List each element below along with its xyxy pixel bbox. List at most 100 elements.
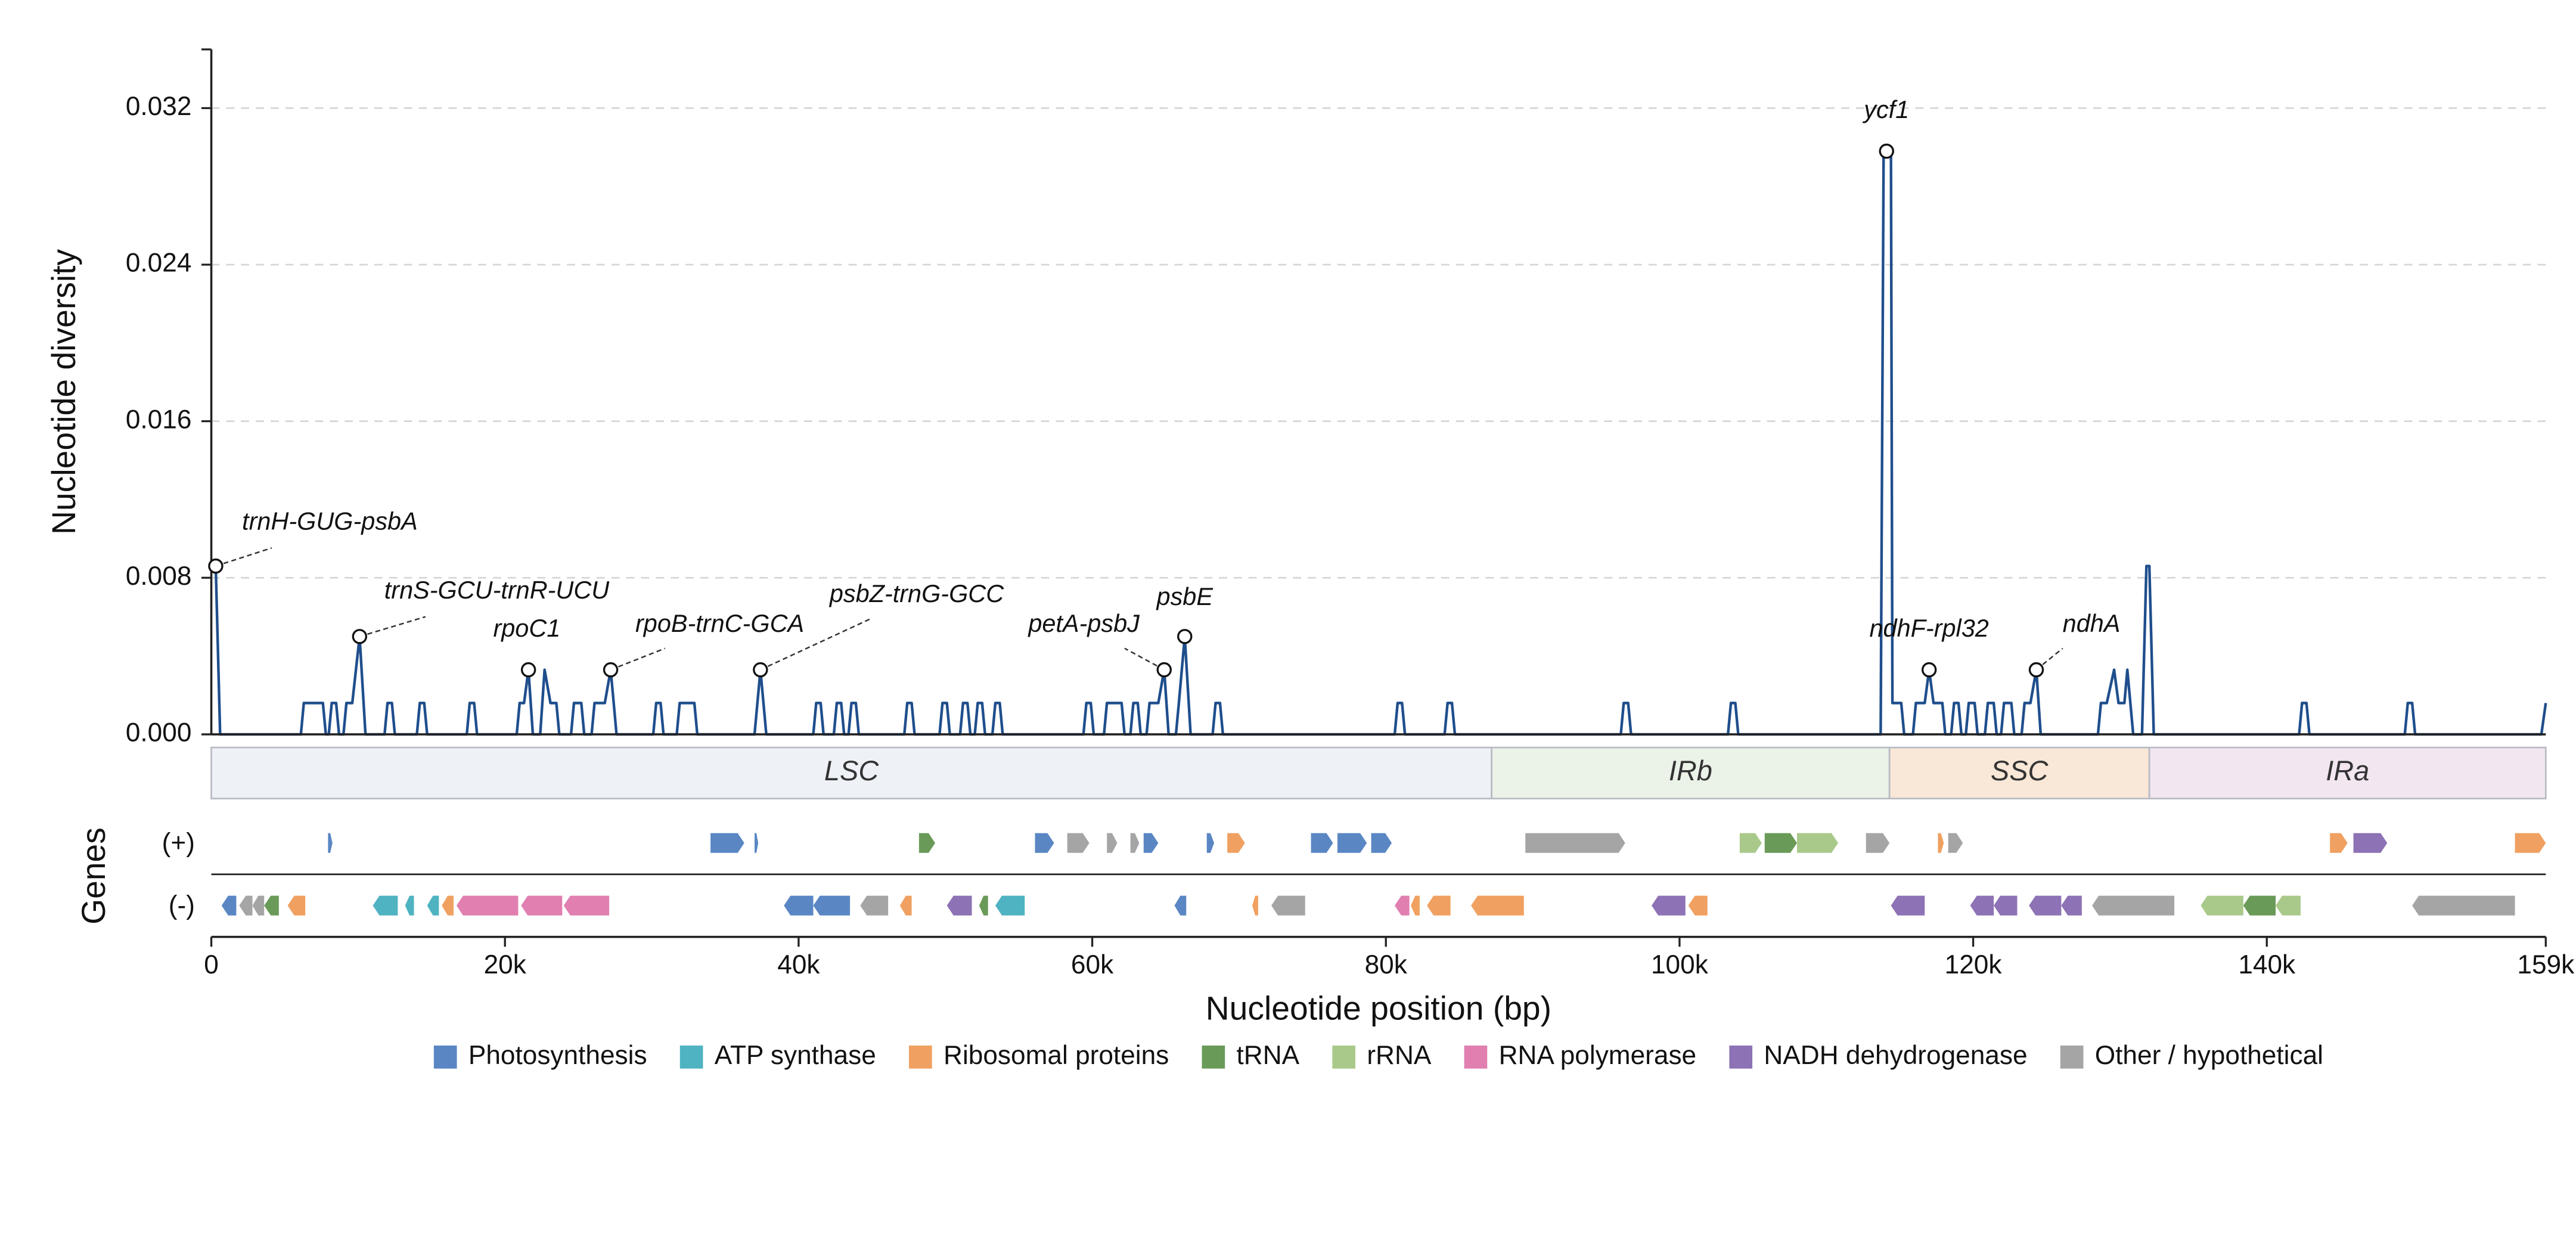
gene	[2515, 833, 2546, 853]
annotation-label: rpoB-trnC-GCA	[635, 609, 804, 637]
region-name: LSC	[824, 755, 879, 786]
gene	[239, 895, 253, 916]
legend-label: NADH dehydrogenase	[1764, 1041, 2027, 1070]
annotation-label: rpoC1	[493, 614, 560, 642]
legend-label: RNA polymerase	[1499, 1041, 1697, 1070]
gene	[2201, 895, 2243, 916]
gene	[1652, 895, 1686, 916]
gene	[710, 833, 744, 853]
gene	[1994, 895, 2018, 916]
x-tick-label: 20k	[484, 950, 527, 979]
y-tick-label: 0.024	[126, 249, 192, 278]
gene	[2276, 895, 2301, 916]
gene	[1471, 895, 1524, 916]
y-tick-label: 0.000	[126, 718, 192, 748]
diversity-line	[211, 150, 2547, 736]
gene	[946, 895, 972, 916]
gene	[754, 833, 759, 853]
legend-swatch	[1332, 1045, 1356, 1069]
gene	[1107, 833, 1118, 853]
gene	[1796, 833, 1838, 853]
gene	[563, 895, 610, 916]
x-tick-label: 0	[204, 950, 219, 979]
x-tick-label: 80k	[1365, 950, 1408, 979]
legend-swatch	[2060, 1045, 2084, 1069]
annotation-leader	[1124, 647, 1165, 671]
region-name: SSC	[1991, 755, 2049, 786]
annotation-marker	[352, 629, 368, 644]
legend-label: tRNA	[1237, 1041, 1300, 1070]
gene	[1411, 895, 1420, 916]
region-name: IRb	[1669, 755, 1712, 786]
gene	[2412, 895, 2515, 916]
annotation-marker	[2028, 662, 2044, 678]
annotation-leader	[760, 618, 871, 671]
legend-swatch	[1729, 1045, 1753, 1069]
gene	[1252, 895, 1258, 916]
legend-label: Photosynthesis	[468, 1041, 647, 1070]
annotation-label: psbE	[1156, 582, 1214, 610]
annotation-label: ndhF-rpl32	[1870, 614, 1989, 642]
gene	[405, 895, 414, 916]
x-tick-label: 140k	[2238, 950, 2296, 979]
legend-swatch	[909, 1045, 932, 1069]
gene	[1206, 833, 1215, 853]
region	[1888, 746, 2150, 800]
region	[2148, 746, 2547, 800]
gene	[1764, 833, 1797, 853]
gene	[784, 895, 814, 916]
annotation-label: psbZ-trnG-GCC	[828, 579, 1004, 607]
gene	[813, 895, 851, 916]
legend-label: rRNA	[1367, 1041, 1432, 1070]
annotation-label: ndhA	[2063, 609, 2121, 637]
gene	[899, 895, 912, 916]
gene	[1395, 895, 1410, 916]
annotation-label: trnH-GUG-psbA	[242, 507, 418, 535]
annotation-label: trnS-GCU-trnR-UCU	[384, 576, 610, 604]
gene	[1130, 833, 1140, 853]
annotation-marker	[1177, 629, 1193, 644]
gene	[1067, 833, 1090, 853]
gene	[328, 833, 333, 853]
x-tick-label: 60k	[1071, 950, 1114, 979]
x-tick-label: 100k	[1651, 950, 1709, 979]
gene	[1866, 833, 1890, 853]
legend-swatch	[1202, 1045, 1225, 1069]
x-tick-label: 40k	[777, 950, 820, 979]
gene	[1938, 833, 1944, 853]
gene	[521, 895, 563, 916]
gene	[1227, 833, 1245, 853]
gene	[252, 895, 265, 916]
gene	[1891, 895, 1925, 916]
gene	[427, 895, 439, 916]
region-name: IRa	[2326, 755, 2369, 786]
legend-swatch	[679, 1045, 703, 1069]
gene	[456, 895, 519, 916]
annotation-leader	[215, 547, 272, 567]
legend-label: Ribosomal proteins	[944, 1041, 1169, 1070]
legend-label: Other / hypothetical	[2095, 1041, 2323, 1070]
gene	[979, 895, 988, 916]
gene	[1688, 895, 1708, 916]
annotation-marker	[603, 662, 619, 678]
annotation-label: ycf1	[1862, 95, 1909, 123]
y-axis-title: Nucleotide diversity	[45, 249, 82, 535]
y-tick-label: 0.008	[126, 562, 192, 591]
gene	[918, 833, 935, 853]
gene	[1525, 833, 1625, 853]
annotation-marker	[1921, 662, 1937, 678]
annotation-marker	[753, 662, 768, 678]
legend-swatch	[433, 1045, 457, 1069]
gene	[1143, 833, 1159, 853]
legend-swatch	[1464, 1045, 1488, 1069]
y-tick-label: 0.032	[126, 92, 192, 121]
legend: Photosynthesis ATP synthase Ribosomal prot…	[433, 1041, 2323, 1070]
strand-label: (-)	[169, 891, 195, 920]
x-tick-label: 159k	[2517, 950, 2575, 979]
annotation-leader	[359, 616, 426, 637]
gene	[1337, 833, 1367, 853]
annotation-marker	[520, 662, 536, 678]
gene	[1427, 895, 1451, 916]
gene	[2243, 895, 2276, 916]
